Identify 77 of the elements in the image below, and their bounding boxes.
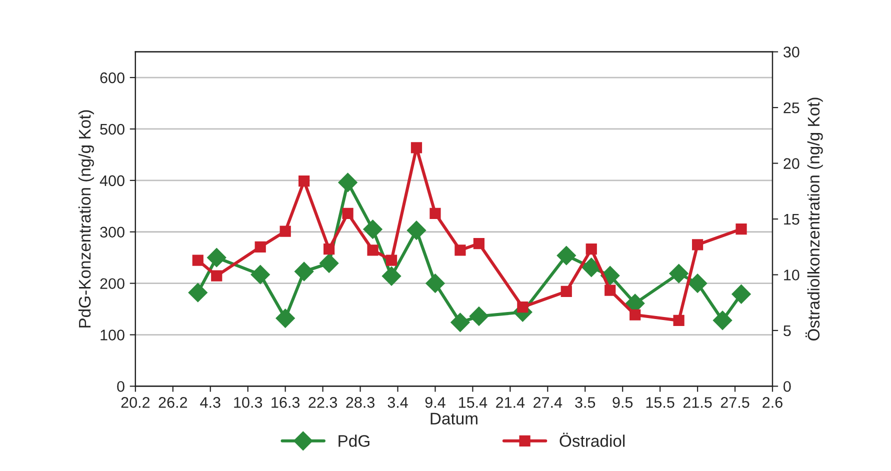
x-axis-title: Datum [430, 412, 478, 425]
y2-tick-label: 25 [784, 102, 800, 114]
x-tick-label: 15.5 [646, 397, 674, 408]
point [342, 208, 354, 219]
point [430, 208, 441, 219]
point [320, 254, 339, 273]
point [692, 239, 704, 250]
point [298, 176, 310, 187]
point [382, 266, 402, 286]
point [426, 274, 445, 293]
x-tick-label: 21.4 [496, 397, 525, 408]
x-tick-label: 16.3 [272, 397, 300, 408]
point [712, 310, 732, 330]
point [386, 254, 398, 266]
point [688, 274, 708, 293]
point [454, 244, 466, 256]
point [250, 265, 270, 284]
point [276, 308, 295, 328]
point [363, 220, 382, 239]
x-tick-label: 21.5 [683, 397, 712, 408]
x-tick-label: 27.4 [534, 397, 562, 408]
y-tick-label: 300 [100, 226, 124, 238]
y2-tick-label: 20 [784, 158, 800, 169]
x-tick-label: 3.5 [575, 397, 596, 408]
point [556, 246, 576, 266]
y-tick-label: 400 [100, 175, 124, 186]
y-tick-label: 500 [100, 124, 124, 135]
x-tick-label: 20.2 [121, 397, 150, 408]
x-tick-label: 3.4 [388, 397, 408, 408]
x-tick-label: 9.5 [612, 397, 633, 408]
point [192, 254, 204, 266]
y2-tick-label: 10 [784, 270, 800, 280]
point [323, 244, 335, 255]
point [473, 238, 485, 250]
point [736, 223, 747, 235]
point [582, 258, 601, 277]
y-axis-title: PdG-Konzentration (ng/g Kot) [78, 110, 94, 328]
point [517, 302, 528, 313]
y2-axis-title: Östradiolkonzentration (ng/g Kot) [805, 98, 823, 341]
x-tick-label: 10.3 [234, 397, 262, 408]
point [673, 314, 684, 326]
x-tick-label: 9.4 [425, 397, 446, 408]
x-tick-label: 28.3 [346, 397, 374, 408]
y-tick-label: 600 [100, 72, 124, 84]
x-tick-label: 26.2 [158, 397, 188, 408]
x-tick-label: 15.4 [459, 397, 488, 408]
point [338, 172, 358, 192]
point [630, 309, 641, 320]
point [669, 264, 688, 284]
point [280, 226, 291, 237]
legend-label: Östradiol [560, 432, 625, 447]
point [604, 284, 616, 296]
y-tick-label: 0 [117, 381, 124, 392]
point [406, 220, 426, 240]
point [294, 262, 314, 282]
x-tick-label: 4.3 [200, 397, 220, 408]
y-tick-label: 200 [100, 278, 124, 290]
x-tick-label: 2.6 [762, 397, 782, 408]
y2-tick-label: 30 [783, 46, 800, 58]
y2-tick-label: 5 [784, 326, 791, 336]
point [254, 241, 266, 252]
legend-label: PdG [338, 434, 370, 447]
point [207, 248, 226, 268]
point [188, 283, 208, 302]
point [410, 142, 422, 154]
y2-tick-label: 15 [784, 214, 800, 225]
x-tick-label: 27.5 [720, 397, 750, 408]
x-tick-label: 22.3 [308, 397, 337, 408]
point [450, 312, 470, 332]
point [469, 306, 488, 326]
y-tick-label: 100 [100, 330, 124, 340]
point [732, 284, 751, 304]
y2-tick-label: 0 [784, 381, 791, 392]
point [586, 244, 597, 255]
point [211, 270, 222, 282]
point [560, 286, 572, 298]
point [367, 244, 378, 256]
